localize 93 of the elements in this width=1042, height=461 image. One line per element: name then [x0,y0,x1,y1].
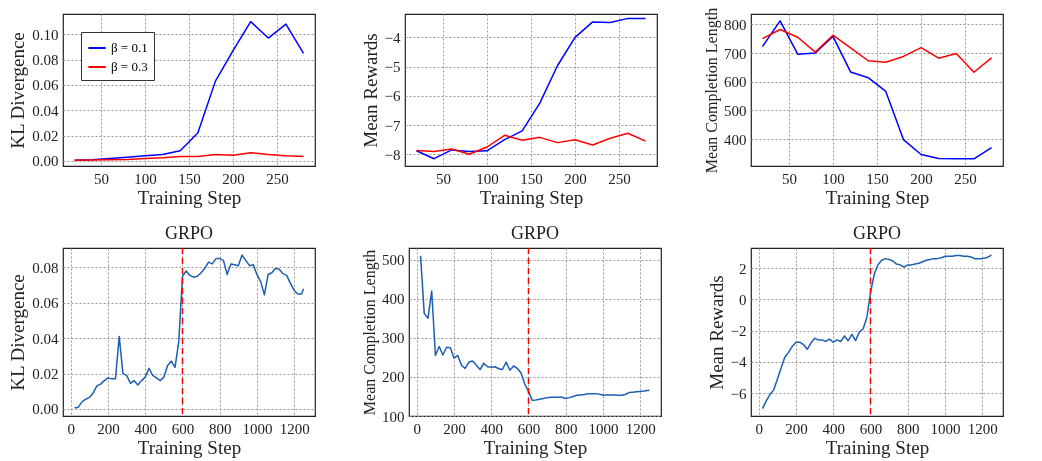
y-tick-label: 2 [739,260,747,277]
y-tick-label: 300 [382,330,405,347]
x-tick-label: 800 [896,420,920,437]
y-axis-title: Mean Completion Length [703,7,721,174]
x-tick-label: 0 [755,420,764,437]
y-tick-label: 0.04 [32,330,59,347]
x-tick-label: 100 [822,170,845,187]
y-tick-label: 0.06 [32,77,59,94]
x-tick-label: 150 [178,170,201,187]
x-tick-label: 1000 [242,420,273,437]
x-tick-label: 600 [171,420,195,437]
x-axis-title: Training Step [137,186,242,208]
y-tick-label: −4 [730,354,747,371]
y-tick-label: 0.02 [32,366,59,383]
line-series [415,17,647,160]
x-tick-label: 1200 [967,420,998,437]
x-axis-title: Training Step [825,186,930,208]
y-tick-label: 0.08 [32,259,59,276]
y-axis-title: Mean Rewards [705,275,727,390]
line-series [761,253,993,410]
x-axis-title: Training Step [825,436,930,458]
x-tick-label: 150 [866,170,889,187]
x-tick-label: 100 [134,170,157,187]
y-axis-title: KL Divergence [7,274,29,391]
line-series [415,132,647,156]
x-axis-title: Training Step [479,186,584,208]
line-series [419,255,651,402]
y-tick-label: 500 [724,102,747,119]
y-tick-label: 100 [382,408,405,425]
y-tick-label: −7 [384,117,401,134]
x-tick-label: 0 [413,420,422,437]
y-tick-label: −8 [384,146,401,163]
x-tick-label: 250 [954,170,977,187]
x-tick-label: 800 [208,420,232,437]
y-tick-label: 0.02 [32,128,59,145]
y-tick-label: 0 [739,291,747,308]
y-tick-label: 500 [382,252,405,269]
legend-label: β = 0.3 [111,59,148,74]
line-series [73,20,305,162]
line-series [761,20,993,160]
x-tick-label: 250 [266,170,289,187]
y-tick-label: −2 [730,323,747,340]
x-tick-label: 200 [564,170,587,187]
y-axis-title: KL Divergence [7,32,29,149]
y-tick-label: 0.04 [32,102,59,119]
line-series [761,28,993,73]
y-tick-label: 0.06 [32,295,59,312]
x-tick-label: 400 [822,420,846,437]
chart-title: GRPO [852,223,902,244]
x-tick-label: 150 [520,170,543,187]
y-tick-label: 0.00 [32,153,59,170]
y-tick-label: 0.00 [32,401,59,418]
x-tick-label: 600 [517,420,541,437]
x-tick-label: 50 [781,170,797,187]
x-tick-label: 1200 [625,420,656,437]
x-tick-label: 1000 [588,420,619,437]
x-tick-label: 200 [443,420,466,437]
x-tick-label: 400 [480,420,504,437]
x-tick-label: 600 [859,420,883,437]
y-tick-label: 0.08 [32,52,59,69]
y-tick-label: 400 [724,131,747,148]
y-tick-label: 0.10 [32,26,59,43]
x-tick-label: 200 [910,170,933,187]
x-tick-label: 50 [435,170,451,187]
chart-title: GRPO [510,223,560,244]
x-tick-label: 200 [97,420,120,437]
x-tick-label: 1200 [279,420,310,437]
y-tick-label: 400 [382,291,405,308]
y-tick-label: −4 [384,29,401,46]
y-tick-label: −6 [384,88,401,105]
y-tick-label: 700 [724,45,747,62]
x-tick-label: 250 [608,170,631,187]
legend-label: β = 0.1 [111,40,148,55]
y-axis-title: Mean Rewards [359,33,381,148]
y-tick-label: 200 [382,369,405,386]
x-tick-label: 0 [67,420,76,437]
line-series [73,254,305,409]
y-tick-label: 600 [724,74,747,91]
line-series [73,151,305,162]
x-tick-label: 200 [222,170,245,187]
x-tick-label: 400 [134,420,158,437]
x-tick-label: 100 [476,170,499,187]
y-tick-label: −6 [730,385,747,402]
x-tick-label: 200 [785,420,808,437]
x-axis-title: Training Step [137,436,242,458]
x-axis-title: Training Step [483,436,588,458]
x-tick-label: 1000 [930,420,961,437]
y-tick-label: −5 [384,59,401,76]
y-axis-title: Mean Completion Length [361,249,379,416]
chart-title: GRPO [164,223,214,244]
x-tick-label: 50 [93,170,109,187]
x-tick-label: 800 [554,420,578,437]
y-tick-label: 800 [724,16,747,33]
